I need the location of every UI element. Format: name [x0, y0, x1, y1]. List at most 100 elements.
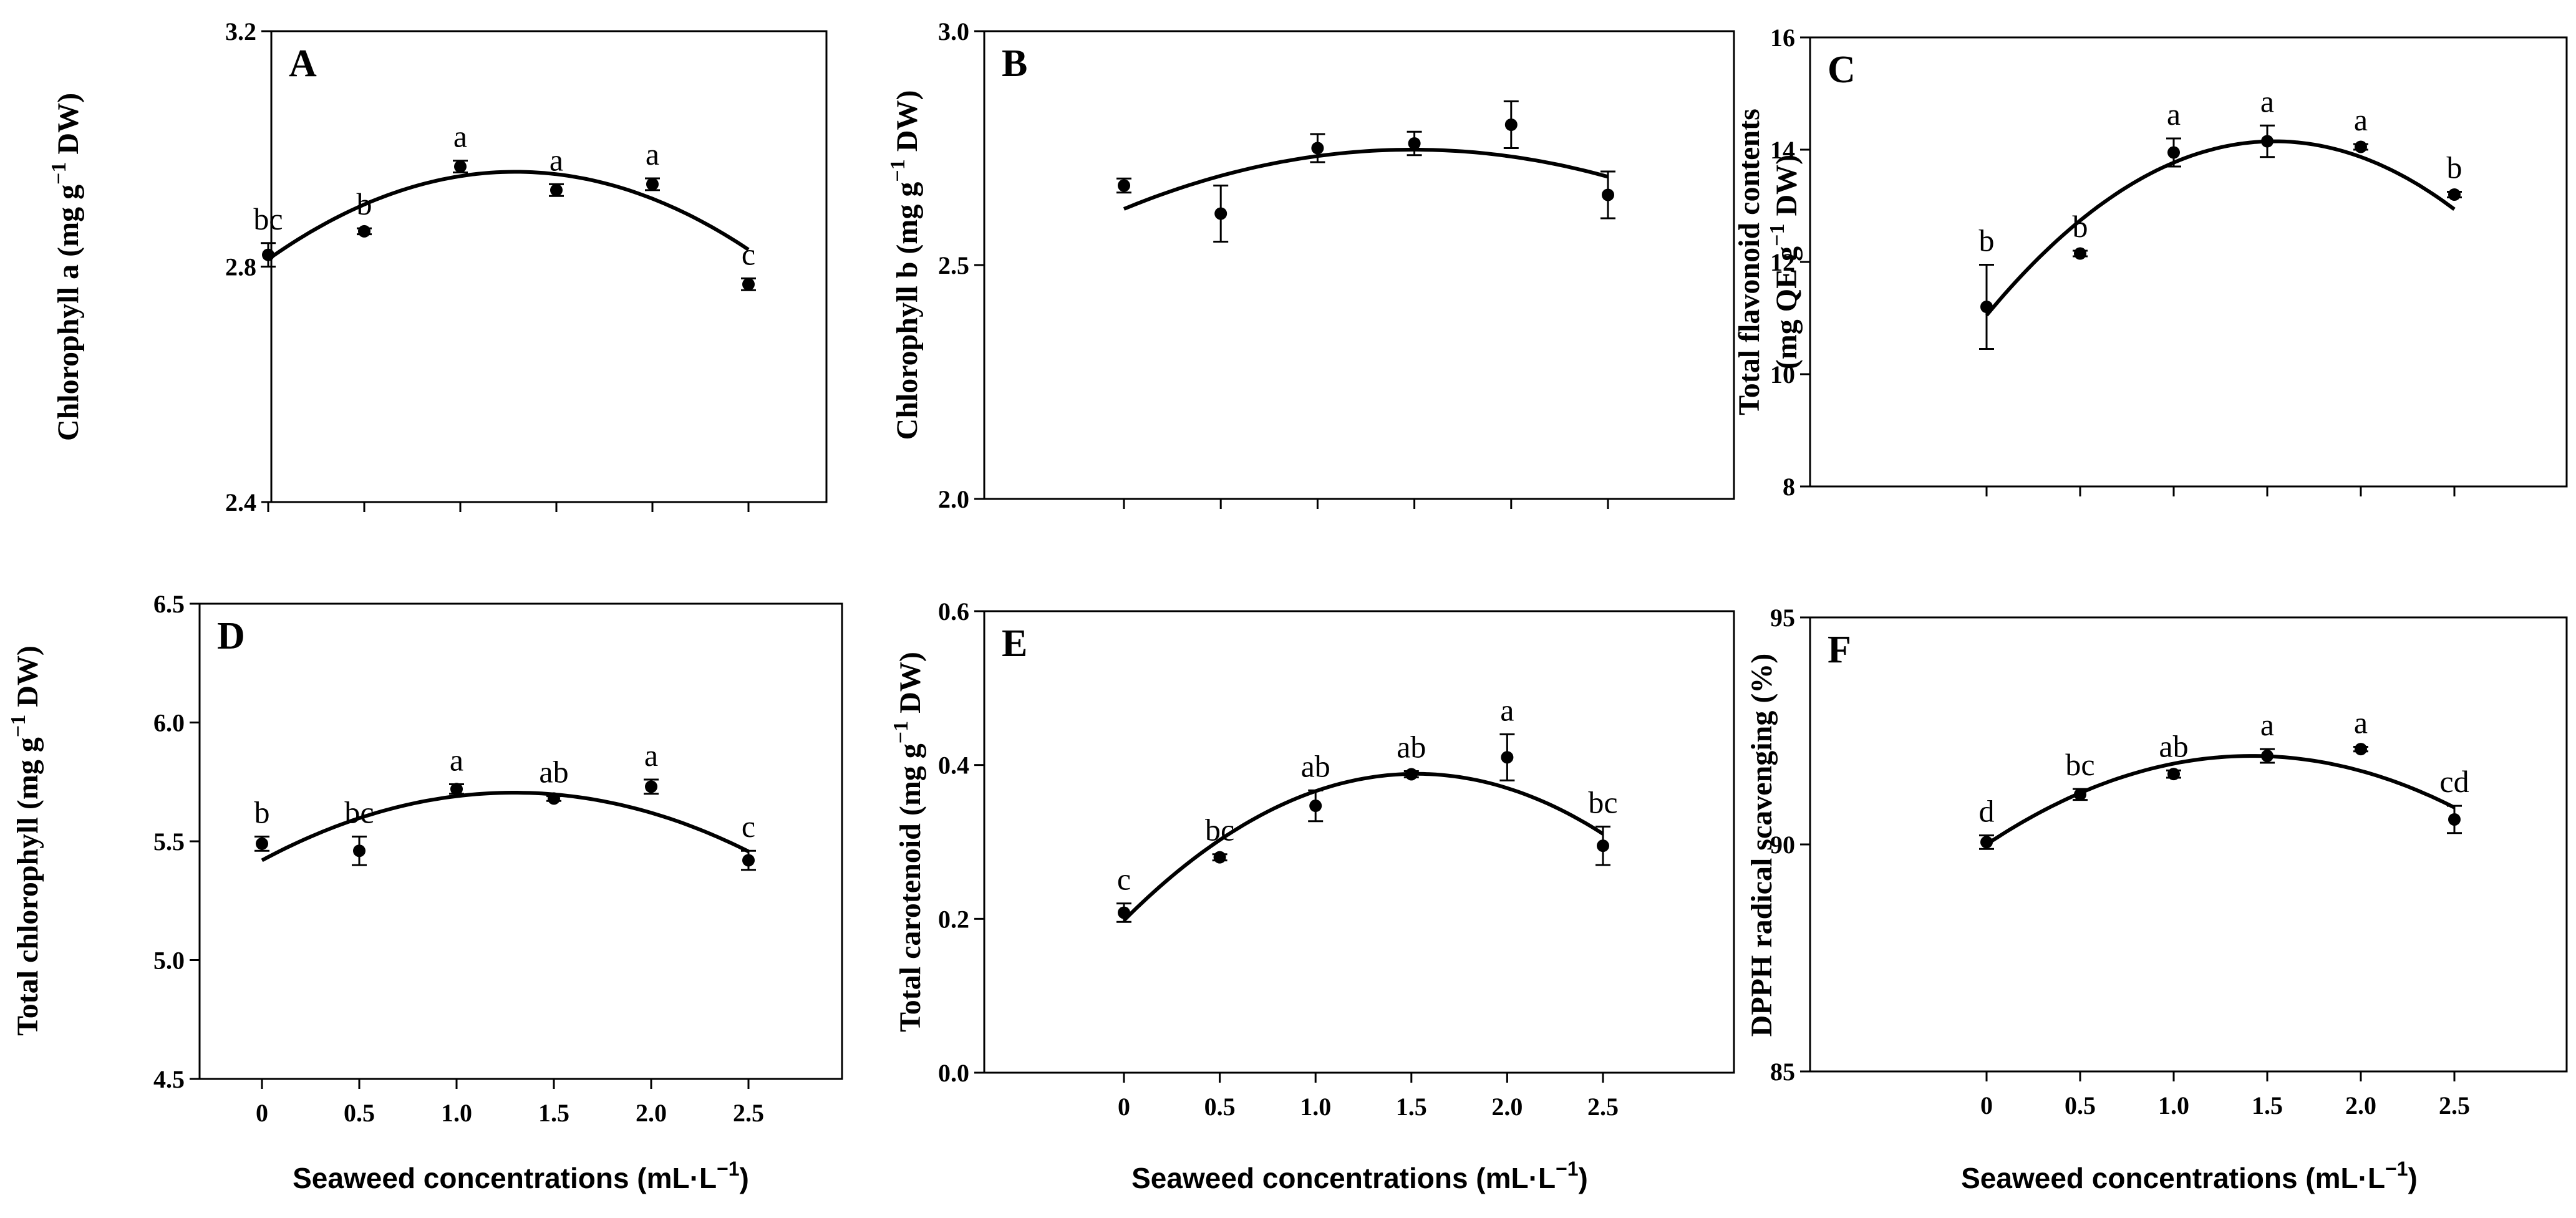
significance-letter: b: [2447, 150, 2462, 185]
data-point: [262, 248, 274, 261]
ylabel-tail: DW): [891, 90, 924, 160]
y-axis-label: Total flavonoid contents: [1733, 109, 1766, 415]
fit-curve: [1985, 139, 2456, 317]
data-point: [2355, 140, 2367, 153]
ylabel-main: Chlorophyll a (mg g: [52, 185, 85, 441]
x-tick-label: 2.0: [2345, 1091, 2376, 1119]
significance-letter: a: [646, 137, 659, 172]
significance-letter: cd: [2439, 764, 2469, 799]
significance-letter: a: [1500, 692, 1514, 727]
y-axis-label: Total chlorophyll (mg g−1 DW): [7, 645, 44, 1036]
panel-a: 2.4 2.8 3.2 bc b a a a c A Chlorophyll a (mg g−1 D…: [47, 17, 828, 516]
significance-letter: a: [550, 142, 563, 177]
significance-letter: b: [254, 795, 270, 829]
ylabel-sup: −1: [7, 715, 30, 737]
y-tick-label: 90: [1770, 831, 1795, 859]
significance-letter: b: [357, 186, 372, 221]
data-point: [2167, 768, 2180, 781]
ylabel-main: DPPH radical scavenging (%): [1745, 654, 1778, 1037]
ylabel-sup: −1: [1766, 223, 1789, 246]
significance-letter: a: [2167, 97, 2181, 132]
x-tick-label: 0: [1118, 1093, 1130, 1121]
y-tick-label: 0.4: [938, 752, 969, 780]
y-tick-label: 5.5: [153, 828, 185, 856]
y-tick-label: 12: [1770, 248, 1795, 276]
x-tick-label: 2.0: [636, 1099, 667, 1127]
x-tick-label: 0: [1980, 1091, 1993, 1119]
plot-frame: [983, 610, 1735, 1074]
data-point: [2167, 146, 2180, 159]
data-point: [1408, 137, 1421, 150]
data-point: [742, 278, 755, 291]
x-tick-label: 0: [256, 1099, 268, 1127]
panel-f: 85 90 95 0 0.5 1.0 1.5 2.0 2.5 d bc ab a a cd F DPPH rad…: [1745, 604, 2568, 1194]
data-point: [1597, 839, 1609, 853]
data-point: [1118, 179, 1130, 192]
fit-curve: [1985, 754, 2456, 846]
y-tick-label: 3.0: [938, 17, 969, 46]
data-point: [645, 780, 657, 793]
y-tick-label: 10: [1770, 360, 1795, 389]
x-tick-label: 2.5: [1587, 1093, 1619, 1121]
xlabel-tail: ): [2408, 1162, 2418, 1194]
data-point: [353, 844, 366, 858]
panel-label: F: [1828, 629, 1851, 671]
panel-c: 8 10 12 14 16 b b a a a b C Total flavonoid contents…: [1733, 24, 2568, 501]
x-tick-label: 2.0: [1491, 1093, 1523, 1121]
significance-letter: bc: [1205, 813, 1234, 848]
x-tick-label: 1.5: [1396, 1093, 1427, 1121]
y-tick-label: 0.2: [938, 905, 969, 933]
y-tick-label: 95: [1770, 604, 1795, 632]
significance-letter: c: [742, 809, 755, 844]
significance-letter: bc: [2065, 747, 2094, 782]
panel-label: A: [289, 42, 317, 85]
data-point: [1980, 836, 1993, 849]
data-point: [646, 178, 659, 191]
xlabel-tail: ): [1579, 1162, 1588, 1194]
y-tick-label: 2.0: [938, 485, 969, 513]
y-tick-label: 3.2: [225, 17, 256, 46]
data-point: [2074, 247, 2086, 260]
y-axis-label: Total carotenoid (mg g−1 DW): [889, 652, 927, 1032]
y-tick-label: 6.0: [153, 709, 185, 737]
y-tick-label: 16: [1770, 24, 1795, 52]
data-point: [2261, 750, 2273, 763]
data-point: [256, 837, 268, 850]
y-axis-label: Chlorophyll b (mg g−1 DW): [886, 90, 924, 440]
y-tick-label: 6.5: [153, 590, 185, 618]
ylabel-main: Total chlorophyll (mg g: [11, 737, 44, 1036]
y-tick-label: 85: [1770, 1058, 1795, 1086]
data-point: [450, 783, 463, 796]
data-point: [548, 792, 560, 805]
ylabel-tail: DW): [11, 645, 44, 715]
data-point: [1311, 142, 1324, 155]
y-tick-label: 4.5: [153, 1065, 185, 1093]
data-point: [454, 160, 467, 173]
data-point: [2355, 743, 2367, 756]
fit-curve: [1122, 771, 1604, 922]
significance-letter: bc: [253, 201, 283, 236]
significance-letter: a: [2260, 707, 2274, 742]
data-point: [742, 854, 755, 867]
ylabel-main: Total carotenoid (mg g: [894, 743, 927, 1032]
y-axis-label: DPPH radical scavenging (%): [1745, 654, 1778, 1037]
data-point: [1309, 800, 1322, 813]
ylabel-main: Chlorophyll b (mg g: [891, 182, 924, 440]
xlabel-tail: ): [740, 1162, 749, 1194]
y-axis-label-line2: (mg QE g−1 DW): [1766, 155, 1803, 369]
ylabel-sup: −1: [886, 159, 909, 181]
plot-frame: [983, 30, 1735, 500]
data-point: [1501, 751, 1514, 764]
y-tick-label: 2.8: [225, 253, 256, 281]
significance-letter: c: [742, 236, 755, 271]
plot-frame: [1809, 616, 2568, 1073]
x-tick-label: 1.0: [1300, 1093, 1331, 1121]
data-point: [1504, 118, 1518, 131]
ylabel-sup: −1: [47, 162, 70, 185]
xlabel-sup: −1: [717, 1158, 739, 1180]
fit-curve: [267, 170, 750, 261]
panel-label: E: [1002, 622, 1027, 665]
ylabel-main: (mg QE g: [1770, 246, 1803, 369]
fit-curve: [1123, 147, 1609, 211]
